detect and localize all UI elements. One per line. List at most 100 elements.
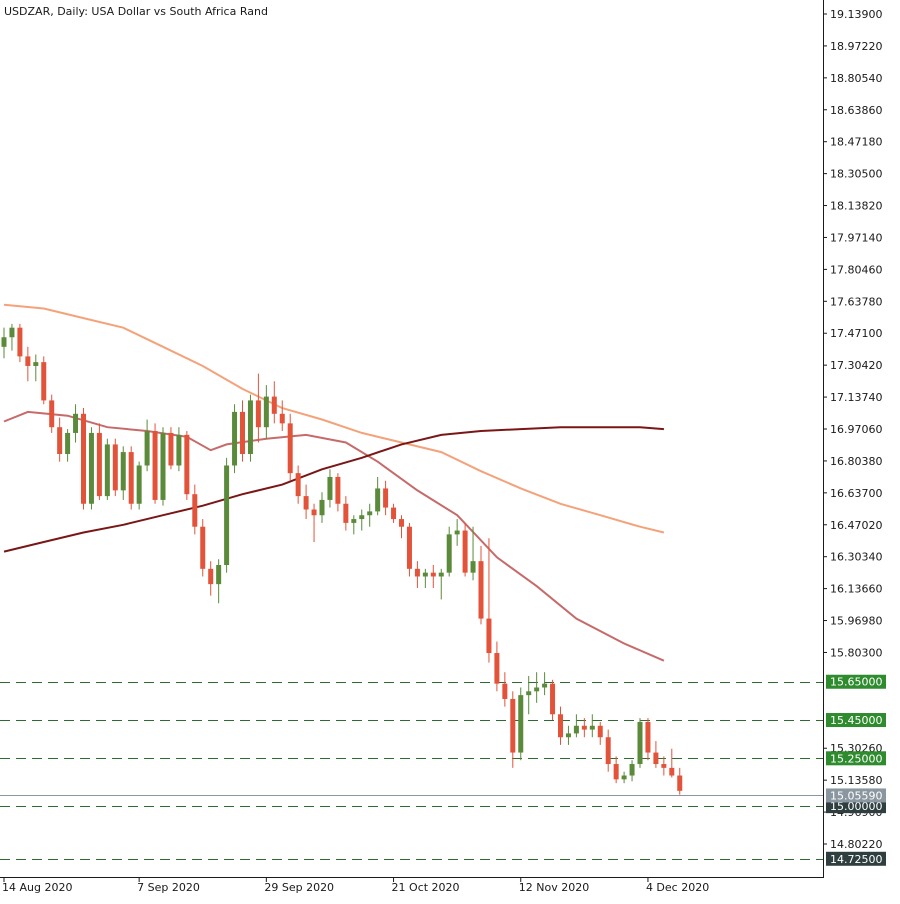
x-tick-label: 21 Oct 2020 [392, 881, 460, 894]
candle-body [104, 444, 110, 497]
candle-64 [502, 672, 508, 707]
candle-body [669, 767, 675, 776]
candle-29 [224, 457, 230, 573]
candle-body [287, 423, 293, 474]
candle-body [224, 465, 230, 565]
candle-body [200, 526, 206, 569]
candle-59 [462, 522, 468, 577]
y-tick-label: 17.30420 [830, 359, 883, 372]
candle-55 [430, 564, 436, 588]
candle-body [542, 683, 548, 688]
candle-body [160, 432, 166, 500]
candle-45 [351, 515, 357, 535]
candle-body [661, 764, 667, 768]
level-label-5: 14.72500 [826, 851, 886, 866]
candle-body [629, 764, 635, 776]
candle-body [446, 534, 452, 573]
y-tick-label: 17.97140 [830, 231, 883, 244]
candle-body [550, 683, 556, 715]
candle-49 [383, 480, 389, 516]
candle-34 [263, 385, 269, 439]
candle-6 [41, 356, 47, 405]
candle-58 [454, 519, 460, 546]
level-label-1: 15.65000 [826, 674, 886, 689]
candle-body [454, 530, 460, 535]
candles [1, 323, 683, 795]
candle-body [255, 400, 261, 428]
current-price-label: 15.05590 [826, 788, 886, 803]
candle-13 [96, 423, 102, 500]
candle-body [383, 488, 389, 508]
candle-82 [645, 718, 651, 761]
x-tick-label: 12 Nov 2020 [519, 881, 589, 894]
candle-body [152, 431, 158, 500]
level-label-box [826, 713, 886, 728]
candle-body [192, 494, 198, 527]
candle-69 [542, 672, 548, 696]
candle-71 [558, 706, 563, 745]
candle-78 [613, 756, 619, 784]
candle-body [565, 733, 571, 738]
candle-body [49, 400, 55, 428]
candle-body [319, 499, 325, 516]
level-label-4: 15.00000 [826, 799, 886, 814]
candle-12 [88, 427, 94, 510]
y-tick-label: 18.63860 [830, 104, 883, 117]
level-labels: 15.65000 15.45000 15.25000 15.00000 14.72500… [826, 674, 886, 866]
candle-16 [120, 446, 126, 500]
candle-body [605, 737, 611, 765]
candle-36 [279, 400, 285, 432]
y-tick-label: 18.30500 [830, 168, 883, 181]
candle-75 [589, 714, 595, 738]
candle-23 [176, 427, 182, 472]
candle-body [613, 764, 619, 780]
candle-51 [399, 515, 404, 539]
candle-body [73, 413, 79, 433]
candle-body [573, 725, 579, 734]
candle-body [208, 568, 214, 585]
candle-body [462, 530, 468, 573]
candle-80 [629, 760, 635, 782]
x-tick-label: 7 Sep 2020 [137, 881, 200, 894]
y-tick-label: 17.47100 [830, 327, 883, 340]
candle-81 [637, 718, 643, 768]
candle-26 [200, 519, 206, 577]
candle-body [41, 362, 47, 401]
candle-28 [216, 559, 222, 604]
y-tick-label: 18.47180 [830, 136, 883, 149]
candle-25 [192, 484, 198, 535]
candle-14 [104, 438, 110, 500]
candle-body [88, 432, 94, 504]
candle-17 [128, 446, 134, 510]
candle-body [335, 476, 341, 504]
candle-body [359, 515, 365, 520]
candle-body [558, 714, 563, 738]
y-tick-label: 16.13660 [830, 583, 883, 596]
candle-56 [438, 568, 444, 600]
candle-body [518, 695, 524, 753]
candle-57 [446, 526, 452, 577]
candle-30 [232, 404, 238, 474]
candle-42 [327, 469, 333, 508]
candle-46 [359, 509, 365, 531]
level-label-text: 15.65000 [830, 676, 883, 689]
candle-24 [184, 431, 190, 500]
candle-body [216, 564, 222, 585]
candle-8 [57, 417, 63, 462]
candle-21 [160, 427, 166, 506]
level-label-box [826, 851, 886, 866]
candle-31 [240, 400, 245, 462]
level-label-box [826, 674, 886, 689]
candle-body [311, 509, 317, 516]
candle-body [263, 396, 269, 428]
y-tick-label: 15.80300 [830, 646, 883, 659]
y-tick-label: 15.96980 [830, 615, 883, 628]
candle-body [422, 572, 428, 577]
x-tick-label: 29 Sep 2020 [264, 881, 334, 894]
candle-body [534, 687, 540, 692]
candle-body [240, 411, 245, 454]
candle-body [96, 432, 102, 497]
candle-22 [168, 427, 174, 470]
candle-54 [422, 568, 428, 588]
candle-body [351, 519, 357, 523]
